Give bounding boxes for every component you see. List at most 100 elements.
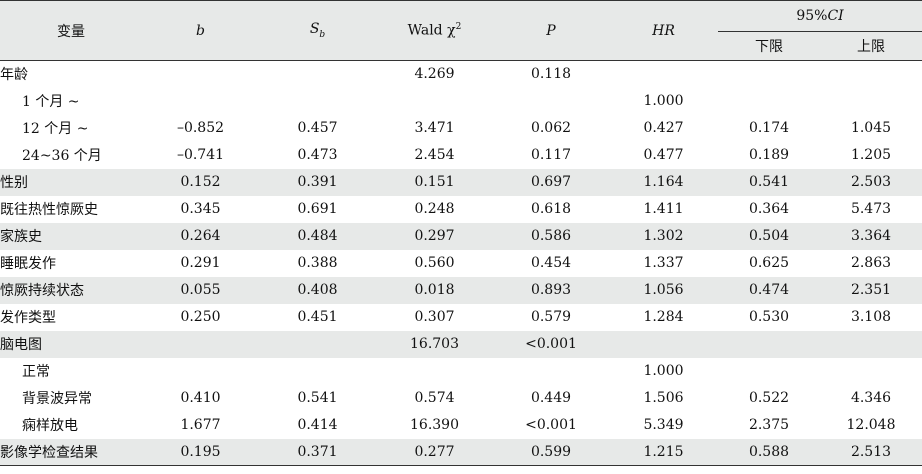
- table-row: 背景波异常 0.410 0.541 0.574 0.449 1.506 0.522 4.346: [0, 385, 922, 412]
- cell-wald: 0.560: [414, 255, 455, 271]
- cell-sb: [259, 61, 376, 88]
- cell-p: 0.454: [530, 255, 572, 271]
- cell-b: [142, 61, 259, 88]
- row-label: 发作类型: [0, 310, 56, 326]
- table-row: 既往热性惊厥史 0.345 0.691 0.248 0.618 1.411 0.364 5.4…: [0, 196, 922, 223]
- cell-p: 0.599: [493, 438, 609, 466]
- cell-upper: [820, 61, 922, 88]
- table-row: 性别 0.152 0.391 0.151 0.697 1.164 0.541 2.503: [0, 168, 922, 196]
- cell-wald: [376, 88, 493, 115]
- row-label: 脑电图: [0, 330, 142, 358]
- cell-wald: 16.703: [376, 330, 493, 358]
- cell-upper: 3.108: [850, 309, 892, 325]
- header-variable: 变量: [0, 0, 142, 61]
- row-label: 惊厥持续状态: [0, 276, 142, 304]
- cell-sb: 0.691: [297, 201, 338, 217]
- cell-hr: 1.164: [609, 168, 718, 196]
- cell-upper: 2.513: [820, 438, 922, 466]
- cell-lower: 0.541: [718, 168, 820, 196]
- cell-p: 0.117: [530, 147, 572, 163]
- row-label: 正常: [22, 364, 50, 380]
- cell-p: 0.893: [493, 276, 609, 304]
- table-row: 24~36 个月 –0.741 0.473 2.454 0.117 0.477 0.189 1…: [0, 142, 922, 169]
- cell-lower: 0.474: [718, 276, 820, 304]
- cell-lower: 0.364: [748, 201, 790, 217]
- cell-sb: 0.408: [259, 276, 376, 304]
- row-label: 家族史: [0, 222, 142, 250]
- cell-lower: 0.625: [748, 255, 790, 271]
- cell-b: 0.264: [142, 222, 259, 250]
- cell-b: 0.195: [142, 438, 259, 466]
- cell-b: 0.152: [142, 168, 259, 196]
- cell-wald: 3.471: [414, 120, 455, 136]
- cell-sb: 0.451: [297, 309, 338, 325]
- cell-b: 0.410: [180, 390, 221, 406]
- header-sb: Sb: [259, 0, 376, 61]
- cell-sb: 0.414: [297, 417, 338, 433]
- cell-sb: 0.541: [297, 390, 338, 406]
- cell-lower: [718, 88, 820, 115]
- header-upper: 上限: [820, 31, 922, 61]
- cell-lower: 0.588: [718, 438, 820, 466]
- cell-p: 0.062: [530, 120, 572, 136]
- header-sb-main: S: [309, 21, 320, 38]
- row-label: 影像学检查结果: [0, 438, 142, 466]
- cell-p: 0.449: [530, 390, 572, 406]
- table-row: 年龄 4.269 0.118: [0, 61, 922, 88]
- cell-lower: 0.522: [748, 390, 790, 406]
- header-wald: Wald χ2: [376, 0, 493, 61]
- row-label: 12 个月 ~: [22, 121, 89, 137]
- row-label: 睡眠发作: [0, 256, 56, 272]
- cell-lower: 0.174: [748, 120, 790, 136]
- cell-wald: 4.269: [414, 66, 455, 83]
- header-wald-sup: 2: [455, 22, 462, 33]
- cell-sb: [259, 330, 376, 358]
- cell-hr: [609, 61, 718, 88]
- cell-upper: 2.503: [820, 168, 922, 196]
- header-p: P: [493, 0, 609, 61]
- cell-p: 0.618: [530, 201, 572, 217]
- cell-b: –0.741: [176, 147, 225, 163]
- cell-b: [142, 88, 259, 115]
- cell-b: 1.677: [180, 417, 221, 433]
- table-header: 变量 b Sb Wald χ2 P HR 95%CI 下限 上限: [0, 0, 922, 61]
- header-lower: 下限: [718, 31, 820, 61]
- cell-b: 0.345: [180, 201, 221, 217]
- cell-lower: [718, 330, 820, 358]
- cell-hr: 1.506: [643, 390, 684, 406]
- cell-p: <0.001: [525, 417, 577, 433]
- cell-wald: 0.018: [376, 276, 493, 304]
- cell-wald: 0.277: [376, 438, 493, 466]
- cell-wald: 0.297: [376, 222, 493, 250]
- cell-upper: 12.048: [846, 417, 896, 433]
- cell-hr: 1.411: [643, 201, 684, 217]
- cell-hr: 1.337: [643, 255, 684, 271]
- cell-p: <0.001: [493, 330, 609, 358]
- cell-sb: 0.391: [259, 168, 376, 196]
- cell-lower: [718, 358, 820, 385]
- row-label: 年龄: [0, 67, 28, 84]
- table-row: 1 个月 ~ 1.000: [0, 88, 922, 115]
- cell-b: 0.055: [142, 276, 259, 304]
- cell-sb: 0.457: [297, 120, 338, 136]
- cell-lower: 2.375: [748, 417, 790, 433]
- cell-lower: [718, 61, 820, 88]
- row-label: 24~36 个月: [22, 148, 102, 164]
- table-row: 脑电图 16.703 <0.001: [0, 330, 922, 358]
- cell-sb: 0.473: [297, 147, 338, 163]
- cell-hr: [609, 330, 718, 358]
- cell-b: 0.250: [180, 309, 221, 325]
- cell-b: –0.852: [176, 120, 225, 136]
- table-row: 影像学检查结果 0.195 0.371 0.277 0.599 1.215 0.588 2.5…: [0, 438, 922, 466]
- cell-p: [493, 88, 609, 115]
- row-label: 背景波异常: [22, 391, 92, 407]
- cell-upper: 4.346: [850, 390, 892, 406]
- header-b: b: [142, 0, 259, 61]
- cell-wald: 16.390: [410, 417, 459, 433]
- row-label: 性别: [0, 168, 142, 196]
- cell-upper: 2.863: [850, 255, 892, 271]
- cell-wald: 2.454: [414, 147, 455, 163]
- header-sb-sub: b: [319, 29, 326, 40]
- cell-b: [142, 358, 259, 385]
- cell-sb: [259, 358, 376, 385]
